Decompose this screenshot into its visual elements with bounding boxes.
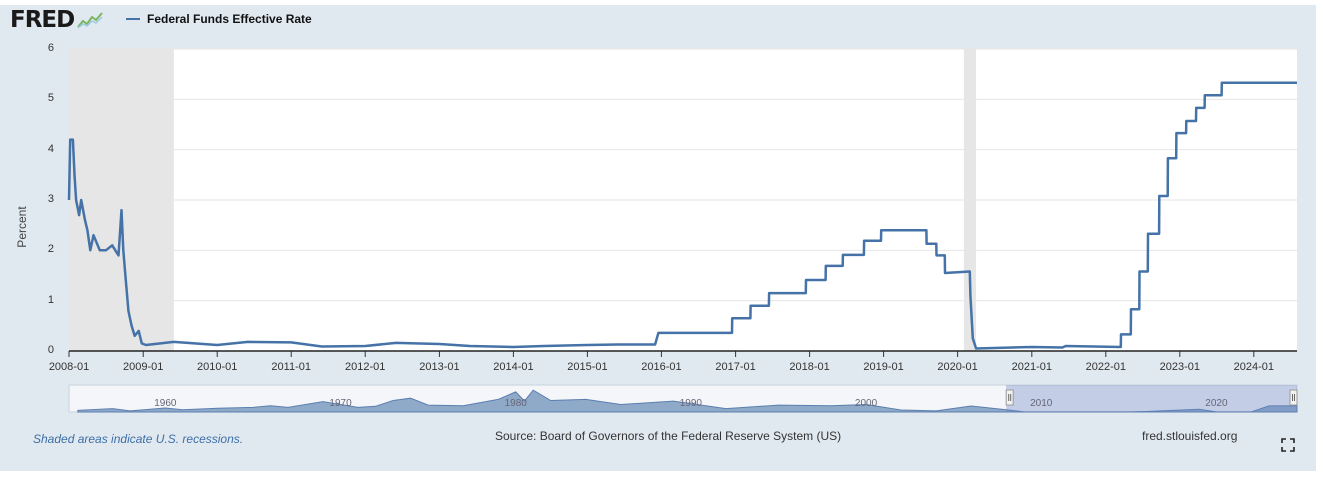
y-tick-label: 3 — [47, 193, 54, 205]
navigator-tick-label: 1960 — [154, 398, 177, 409]
y-tick-label: 1 — [47, 293, 54, 306]
x-tick-label: 2012-01 — [345, 361, 386, 373]
y-tick-label: 6 — [47, 42, 54, 54]
y-tick-label: 4 — [47, 142, 54, 155]
x-tick-label: 2017-01 — [715, 361, 756, 373]
x-tick-label: 2010-01 — [197, 361, 238, 373]
source-text: Source: Board of Governors of the Federa… — [495, 429, 842, 443]
x-tick-label: 2014-01 — [493, 361, 534, 373]
x-tick-label: 2021-01 — [1011, 361, 1052, 373]
navigator-tick-label: 1990 — [680, 398, 703, 409]
fred-logo-text: FRED — [10, 7, 75, 33]
x-tick-label: 2022-01 — [1085, 361, 1126, 373]
x-tick-label: 2018-01 — [789, 361, 830, 373]
navigator-tick-label: 2000 — [855, 398, 878, 409]
navigator-tick-label: 1980 — [505, 398, 528, 409]
fred-logo-graph-icon — [77, 12, 103, 29]
series-line — [67, 81, 1297, 350]
legend-swatch — [126, 18, 140, 20]
navigator-selection — [1006, 385, 1297, 412]
x-tick-label: 2023-01 — [1159, 361, 1200, 373]
x-tick-label: 2008-01 — [48, 361, 90, 373]
navigator-tick-label: 2010 — [1030, 398, 1053, 409]
x-tick-label: 2019-01 — [863, 361, 904, 373]
legend-label: Federal Funds Effective Rate — [147, 12, 312, 26]
x-tick-label: 2011-01 — [271, 361, 311, 373]
x-tick-label: 2009-01 — [123, 361, 164, 373]
navigator-tick-label: 2020 — [1205, 398, 1228, 409]
fullscreen-icon[interactable] — [1281, 438, 1295, 452]
y-tick-label: 5 — [47, 92, 54, 105]
x-tick-label: 2015-01 — [567, 361, 608, 373]
chart-legend[interactable]: Federal Funds Effective Rate — [126, 12, 312, 26]
navigator-series-area — [77, 389, 1298, 413]
x-tick-label: 2013-01 — [419, 361, 460, 373]
recession-note: Shaded areas indicate U.S. recessions. — [33, 432, 244, 446]
fred-url-link[interactable]: fred.stlouisfed.org — [1142, 429, 1238, 443]
y-tick-label: 0 — [47, 344, 54, 356]
x-tick-label: 2016-01 — [641, 361, 682, 373]
navigator-handle[interactable] — [1289, 389, 1298, 406]
y-tick-label: 2 — [47, 243, 54, 256]
navigator-tick-label: 1970 — [329, 398, 352, 409]
x-tick-label: 2020-01 — [937, 361, 978, 373]
x-tick-label: 2024-01 — [1233, 361, 1274, 373]
navigator-handle[interactable] — [1005, 389, 1014, 406]
fred-logo[interactable]: FRED — [10, 8, 103, 32]
